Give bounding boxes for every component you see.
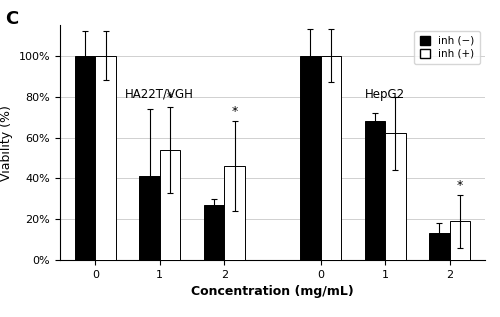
- Legend: inh (−), inh (+): inh (−), inh (+): [414, 30, 480, 64]
- Text: C: C: [5, 10, 18, 28]
- Bar: [450, 221, 470, 260]
- Bar: [139, 176, 160, 260]
- Bar: [160, 150, 180, 260]
- Text: HA22T/VGH: HA22T/VGH: [126, 88, 194, 101]
- Y-axis label: Viability (%): Viability (%): [0, 105, 13, 181]
- Text: *: *: [232, 105, 237, 118]
- Bar: [96, 56, 116, 260]
- Text: HepG2: HepG2: [365, 88, 406, 101]
- Bar: [364, 121, 385, 260]
- Bar: [429, 233, 450, 260]
- Bar: [204, 205, 224, 260]
- Bar: [300, 56, 321, 260]
- Bar: [75, 56, 96, 260]
- Bar: [224, 166, 245, 260]
- Text: *: *: [167, 91, 173, 104]
- Bar: [321, 56, 342, 260]
- X-axis label: Concentration (mg/mL): Concentration (mg/mL): [191, 285, 354, 298]
- Bar: [385, 133, 406, 260]
- Text: *: *: [457, 178, 463, 191]
